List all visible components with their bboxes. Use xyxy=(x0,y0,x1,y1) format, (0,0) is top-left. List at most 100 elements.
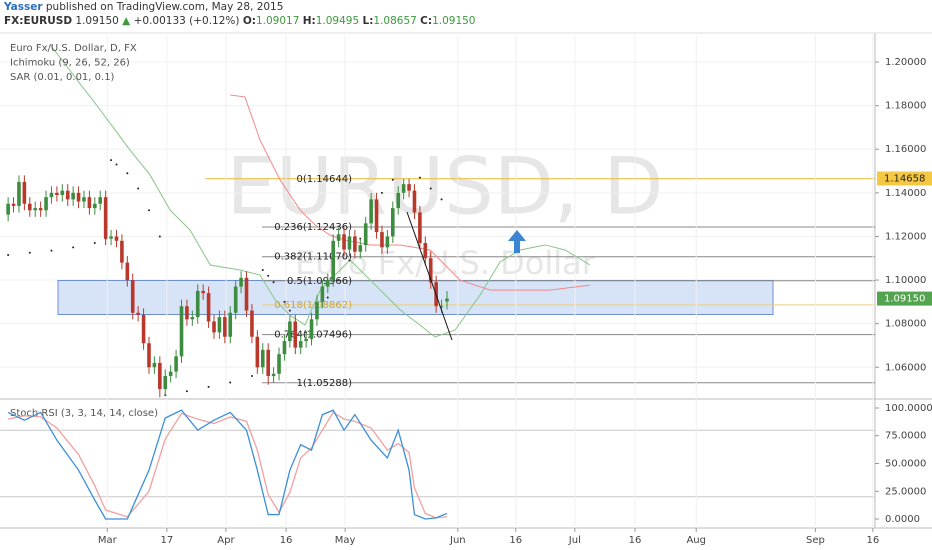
y-tick-label: 1.12000 xyxy=(885,231,926,242)
stoch-line xyxy=(7,411,448,519)
candle-body xyxy=(255,336,260,368)
trend-line xyxy=(406,211,453,341)
candle-body xyxy=(212,321,216,333)
change-arrow: ▲ xyxy=(122,15,131,27)
sar-dot xyxy=(267,274,270,277)
stoch-line xyxy=(7,409,448,520)
candle-body xyxy=(195,290,200,318)
sar-dot xyxy=(326,296,329,299)
price-label-box xyxy=(877,291,932,306)
candle-body xyxy=(109,236,113,239)
candle-body xyxy=(190,317,195,320)
x-tick-label: May xyxy=(335,535,356,546)
y-tick-label: 1.06000 xyxy=(885,362,926,373)
fib-label: 0(1.14644) xyxy=(296,174,352,185)
header: Yasser published on TradingView.com, May… xyxy=(4,0,475,28)
x-tick-label: 16 xyxy=(866,535,879,546)
candle-body xyxy=(353,236,357,252)
candle-body xyxy=(147,343,151,368)
candle-body xyxy=(168,371,173,376)
candle-body xyxy=(244,277,249,311)
candle-body xyxy=(320,286,325,302)
y-tick-label: 25.0000 xyxy=(885,486,926,497)
x-tick-label: Jul xyxy=(568,535,581,546)
ohlc-value: 1.08657 xyxy=(373,15,417,27)
candle-body xyxy=(228,312,233,337)
candle-body xyxy=(76,192,81,202)
ohlc-value: 1.09150 xyxy=(432,15,476,27)
candle-body xyxy=(87,197,92,209)
fib-label: 0.382(1.11070) xyxy=(274,252,352,263)
candle-body xyxy=(298,341,303,348)
candle-body xyxy=(22,181,27,204)
y-tick-label: 1.08000 xyxy=(885,319,926,330)
ohlc-label: L: xyxy=(362,15,374,27)
sar-dot xyxy=(418,176,421,179)
published: published on TradingView.com, May 28, 20… xyxy=(45,1,284,13)
candle-body xyxy=(174,356,178,372)
candle-body xyxy=(445,298,449,302)
last-price: 1.09150 xyxy=(75,15,119,27)
y-tick-label: 0.0000 xyxy=(885,514,920,525)
x-tick-label: Aug xyxy=(686,535,706,546)
candle-body xyxy=(65,190,70,200)
candle-body xyxy=(217,317,222,333)
fib-label: 0.5(1.09966) xyxy=(287,276,352,287)
change: +0.00133 (+0.12%) xyxy=(133,15,240,27)
sar-dot xyxy=(93,241,96,244)
sar-dot xyxy=(7,253,10,256)
candle-body xyxy=(423,242,428,259)
indicator-line xyxy=(49,44,591,338)
price-label: 1.14658 xyxy=(884,173,925,184)
candle-body xyxy=(385,236,390,248)
x-tick-label: Apr xyxy=(217,535,235,546)
sar-dot xyxy=(250,374,253,377)
candle-body xyxy=(282,341,287,355)
y-tick-label: 1.10000 xyxy=(885,275,926,286)
y-tick-label: 50.0000 xyxy=(885,459,926,470)
candle-body xyxy=(38,208,43,211)
candle-body xyxy=(17,181,21,206)
x-tick-label: 16 xyxy=(629,535,642,546)
candle-body xyxy=(11,203,16,206)
publish-line: Yasser published on TradingView.com, May… xyxy=(4,0,475,14)
y-tick-label: 1.16000 xyxy=(885,144,926,155)
watermark: EURUSD, D xyxy=(227,142,664,232)
x-tick-label: 16 xyxy=(280,535,293,546)
ohlc: O:1.09017 H:1.09495 L:1.08657 C:1.09150 xyxy=(243,15,476,27)
candle-body xyxy=(125,262,130,281)
candle-body xyxy=(315,301,319,320)
candle-body xyxy=(233,286,238,313)
y-tick-label: 100.0000 xyxy=(885,403,932,414)
candle-body xyxy=(363,223,368,246)
candle-body xyxy=(27,203,32,211)
candle-body xyxy=(380,232,384,248)
candle-body xyxy=(136,312,140,315)
candle-body xyxy=(288,321,292,342)
y-tick-label: 1.14000 xyxy=(885,188,926,199)
candle-body xyxy=(342,234,346,250)
symbol: FX:EURUSD xyxy=(4,15,73,27)
price-label-box xyxy=(877,171,932,186)
sar-dot xyxy=(440,198,443,201)
sar-dot xyxy=(110,159,113,162)
candle-body xyxy=(206,293,211,322)
candle-body xyxy=(49,192,54,198)
candle-body xyxy=(439,306,444,308)
plot-layer: 1.20000 1.18000 1.16000 1.14000 1.12000 1.100… xyxy=(6,43,932,546)
ohlc-label: C: xyxy=(420,15,433,27)
candle-body xyxy=(163,375,168,390)
candle-body xyxy=(120,240,124,263)
candle-body xyxy=(158,362,162,390)
x-tick-label: Sep xyxy=(806,535,825,546)
ohlc-label: H: xyxy=(302,15,316,27)
ohlc-value: 1.09495 xyxy=(315,15,360,27)
candle-body xyxy=(331,240,336,281)
candle-body xyxy=(369,199,373,224)
author[interactable]: Yasser xyxy=(4,1,43,13)
candle-body xyxy=(179,306,184,357)
